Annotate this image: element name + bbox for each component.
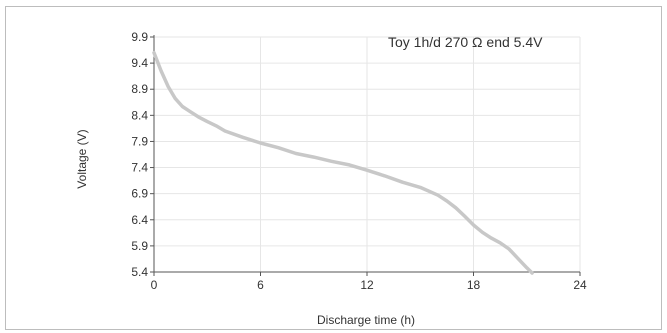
x-tick-label: 24 xyxy=(573,278,587,292)
y-tick-label: 5.4 xyxy=(131,265,148,279)
y-tick-label: 9.9 xyxy=(131,30,148,44)
chart-annotation: Toy 1h/d 270 Ω end 5.4V xyxy=(388,34,543,50)
line-chart: Toy 1h/d 270 Ω end 5.4V Discharge time (… xyxy=(75,30,587,327)
chart-frame: Toy 1h/d 270 Ω end 5.4V Discharge time (… xyxy=(5,6,662,330)
y-tick-label: 8.9 xyxy=(131,82,148,96)
x-axis-title: Discharge time (h) xyxy=(317,313,415,327)
labels: Toy 1h/d 270 Ω end 5.4V Discharge time (… xyxy=(75,30,587,327)
y-tick-label: 5.9 xyxy=(131,239,148,253)
x-tick-label: 12 xyxy=(360,278,374,292)
y-tick-label: 6.4 xyxy=(131,213,148,227)
series xyxy=(152,50,534,275)
x-tick-label: 6 xyxy=(257,278,264,292)
y-tick-label: 9.4 xyxy=(131,56,148,70)
voltage-curve xyxy=(152,50,534,275)
y-tick-label: 7.9 xyxy=(131,134,148,148)
y-tick-label: 7.4 xyxy=(131,161,148,175)
y-tick-label: 6.9 xyxy=(131,187,148,201)
x-tick-label: 0 xyxy=(151,278,158,292)
y-tick-label: 8.4 xyxy=(131,108,148,122)
grid xyxy=(154,36,581,272)
axes xyxy=(150,35,581,276)
x-tick-label: 18 xyxy=(467,278,481,292)
y-axis-title: Voltage (V) xyxy=(75,129,89,188)
